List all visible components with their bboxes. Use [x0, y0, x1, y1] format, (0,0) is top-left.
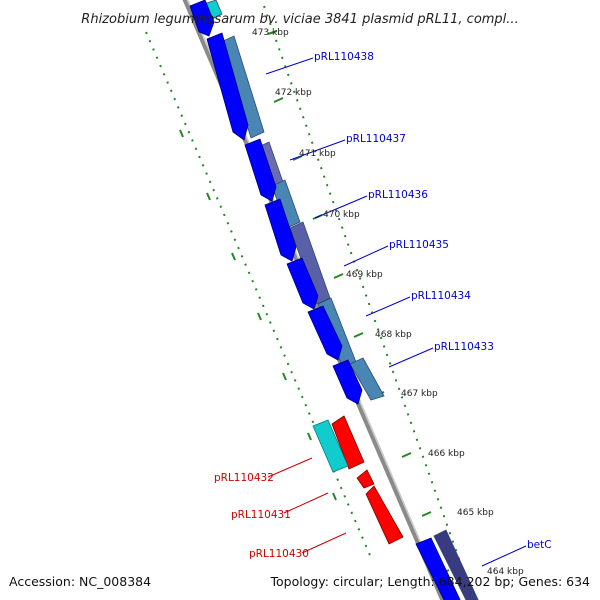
kbp-labels: 473 kbp 472 kbp 471 kbp 470 kbp 469 kbp … [252, 28, 524, 577]
gene-arrow-pRL110432 [331, 415, 365, 470]
kbp-label: 467 kbp [401, 389, 438, 399]
inner-ruler-track [145, 31, 373, 561]
gene-arrow-pRL110435 [286, 257, 319, 310]
gene-arrow-pRL110430 [365, 485, 404, 545]
accession-text: Accession: NC_008384 [9, 574, 151, 589]
gene-arrow-pRL110437 [244, 138, 277, 202]
forward-genes [189, 0, 461, 600]
kbp-label: 471 kbp [299, 149, 336, 159]
gene-label-pRL110430[interactable]: pRL110430 [249, 548, 309, 560]
kbp-label: 473 kbp [252, 28, 289, 38]
kbp-label: 469 kbp [346, 270, 383, 280]
cds-bar-6 [349, 357, 385, 401]
kbp-label: 466 kbp [428, 449, 465, 459]
gene-label-pRL110438[interactable]: pRL110438 [314, 51, 374, 63]
gene-arrow-pRL110434 [307, 305, 343, 361]
kbp-label: 472 kbp [275, 88, 312, 98]
gene-arrow-pRL110438 [206, 32, 249, 141]
gene-label-pRL110436[interactable]: pRL110436 [368, 189, 428, 201]
gene-label-pRL110433[interactable]: pRL110433 [434, 341, 494, 353]
gene-label-pRL110435[interactable]: pRL110435 [389, 239, 449, 251]
cds-bar-7 [433, 529, 479, 600]
map-title: Rhizobium leguminosarum bv. viciae 3841 … [81, 12, 518, 27]
topology-text: Topology: circular; Length: 684,202 bp; … [270, 574, 591, 589]
gene-label-pRL110437[interactable]: pRL110437 [346, 133, 406, 145]
gene-arrow-pRL110433 [332, 359, 363, 405]
kbp-label: 470 kbp [323, 210, 360, 220]
kbp-label: 464 kbp [487, 567, 524, 577]
reverse-genes [331, 415, 404, 545]
rna-feature-cyan [312, 419, 349, 473]
gene-label-pRL110434[interactable]: pRL110434 [411, 290, 471, 302]
gene-label-pRL110431[interactable]: pRL110431 [231, 509, 291, 521]
gene-arrow-pRL110436 [264, 198, 297, 262]
gene-label-connectors [265, 57, 527, 567]
gene-arrow-pRL110431 [356, 469, 375, 489]
gene-labels: pRL110438 pRL110437 pRL110436 pRL110435 … [214, 51, 552, 560]
kbp-label: 468 kbp [375, 330, 412, 340]
gene-arrow-top [189, 0, 215, 37]
gene-arrow-betC [415, 537, 461, 600]
kbp-label: 465 kbp [457, 508, 494, 518]
gene-label-pRL110432[interactable]: pRL110432 [214, 472, 274, 484]
inner-ruler-ticks [179, 129, 337, 501]
outer-ruler-ticks [267, 30, 450, 575]
gene-label-betC[interactable]: betC [527, 539, 552, 551]
